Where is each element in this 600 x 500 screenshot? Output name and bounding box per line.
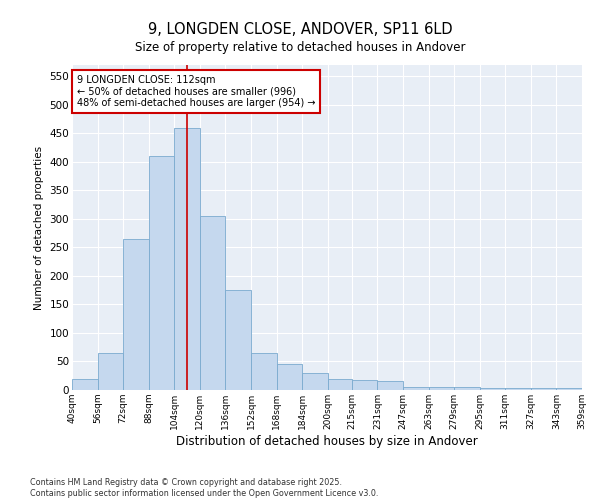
Text: Contains HM Land Registry data © Crown copyright and database right 2025.
Contai: Contains HM Land Registry data © Crown c… [30,478,379,498]
Bar [505,388,531,390]
X-axis label: Distribution of detached houses by size in Andover: Distribution of detached houses by size … [176,434,478,448]
Bar [352,380,377,390]
Bar [98,353,123,390]
Bar [403,386,428,390]
Bar [302,373,328,390]
Bar [377,382,403,390]
Bar [454,387,479,390]
Bar [531,388,556,390]
Bar [556,388,582,390]
Bar [175,128,200,390]
Bar [428,386,454,390]
Bar [149,156,175,390]
Text: 9, LONGDEN CLOSE, ANDOVER, SP11 6LD: 9, LONGDEN CLOSE, ANDOVER, SP11 6LD [148,22,452,38]
Bar [479,388,505,390]
Bar [72,378,98,390]
Bar [200,216,226,390]
Bar [226,290,251,390]
Bar [251,353,277,390]
Text: Size of property relative to detached houses in Andover: Size of property relative to detached ho… [135,41,465,54]
Bar [123,239,149,390]
Text: 9 LONGDEN CLOSE: 112sqm
← 50% of detached houses are smaller (996)
48% of semi-d: 9 LONGDEN CLOSE: 112sqm ← 50% of detache… [77,74,316,108]
Bar [277,364,302,390]
Bar [328,378,352,390]
Y-axis label: Number of detached properties: Number of detached properties [34,146,44,310]
